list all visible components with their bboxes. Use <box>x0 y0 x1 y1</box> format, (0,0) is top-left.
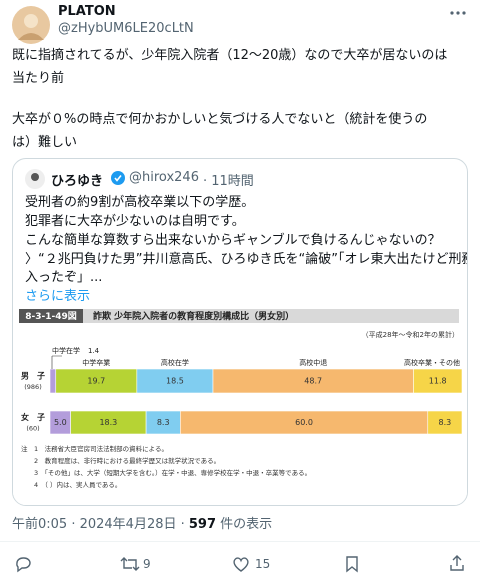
quote-text: 犯罪者に大卒が少ないのは自明です。 <box>25 214 245 229</box>
quote-text: 受刑者の約9割が高校卒業以下の学歴。 <box>25 195 255 210</box>
footnote: 3 「その他」は、大学（短期大学を含む。）在学・中退、専修学校在学・中退・卒業等… <box>21 468 311 477</box>
like-count: 15 <box>255 557 271 571</box>
bar-segment <box>55 368 138 394</box>
value-label: 5.0 <box>54 418 67 427</box>
tweet-text: 大卒が０%の時点で何かおかしいと気づける人でないと（統計を使うの <box>12 112 428 127</box>
view-count: 597 <box>188 517 217 532</box>
tweet-text: 当たり前 <box>12 71 65 86</box>
bar-segment <box>427 410 463 435</box>
quote-handle: @hirox246 <box>129 170 199 185</box>
more-menu[interactable] <box>448 6 468 20</box>
quote-time: · 11時間 <box>203 174 254 189</box>
verified-badge <box>111 171 125 185</box>
timestamp: 午前0:05 · 2024年4月28日 · 597 件の表示 <box>12 513 272 532</box>
chart-header <box>19 309 459 323</box>
divider <box>0 541 480 542</box>
bar-segment <box>413 368 463 394</box>
category-count: (60) <box>26 425 39 433</box>
value-label: 18.5 <box>166 377 184 386</box>
timestamp-text: 午前0:05 · 2024年4月28日 · <box>12 517 189 532</box>
figure-number-box <box>19 309 83 323</box>
views-label: 件の表示 <box>216 517 273 532</box>
footnote: 2 教育程度は、非行時における最終学歴又は就学状況である。 <box>21 456 220 465</box>
tweet-text: 既に指摘されてるが、少年院入院者（12〜20歳）なので大卒が居ないのは <box>12 48 448 63</box>
chart-period: （平成28年～令和2年の累計） <box>362 330 459 339</box>
footnote: 4 （ ）内は、実人員である。 <box>21 480 121 489</box>
author-handle[interactable]: @zHybUM6LE20cLtN <box>58 21 194 36</box>
leader-line <box>51 355 62 369</box>
quote-avatar <box>25 169 45 189</box>
value-label: 48.7 <box>304 377 322 386</box>
quote-text: 〉“２兆円負けた男”井川意高氏、ひろゆき氏を“論破”「オレ東大出たけど刑務所 <box>25 252 468 267</box>
value-label: 8.3 <box>439 418 452 427</box>
series-label: 高校在学 <box>161 358 189 367</box>
retweet-count: 9 <box>143 557 151 571</box>
value-label: 60.0 <box>295 418 313 427</box>
value-label: 19.7 <box>87 377 105 386</box>
bar-segment <box>212 368 414 394</box>
author-name[interactable]: PLATON <box>58 4 116 19</box>
series-label: 高校中退 <box>299 358 327 367</box>
like-button[interactable] <box>232 555 250 573</box>
category-label: 女 子 <box>21 412 45 422</box>
retweet-button[interactable] <box>120 555 140 573</box>
footnote: 注 1 法務省大臣官房司法法制部の資料による。 <box>21 444 168 453</box>
value-label: 11.8 <box>429 377 447 386</box>
category-count: (986) <box>24 383 41 391</box>
quote-card[interactable]: ひろゆき @hirox246 · 11時間 受刑者の約9割が高校卒業以下の学歴。… <box>12 158 468 506</box>
series-label: 中学在学 <box>52 346 80 355</box>
bar-segment <box>49 368 57 394</box>
quote-author: ひろゆき <box>51 174 104 189</box>
quote-text: 入ったぞ」... <box>25 270 103 285</box>
reply-button[interactable] <box>14 555 32 573</box>
series-label: 高校卒業・その他 <box>404 358 460 367</box>
chart-title: 詐欺 少年院入院者の教育程度別構成比（男女別） <box>93 310 294 322</box>
category-label: 男 子 <box>21 372 45 381</box>
bookmark-button[interactable] <box>344 555 360 573</box>
tweet-text: は）難しい <box>12 135 78 150</box>
show-more[interactable]: さらに表示 <box>25 289 91 304</box>
figure-number: 8-3-1-49図 <box>25 311 77 322</box>
share-button[interactable] <box>448 554 466 572</box>
value-label: 18.3 <box>99 418 117 427</box>
chart: 8-3-1-49図 詐欺 少年院入院者の教育程度別構成比（男女別） （平成28年… <box>13 301 467 505</box>
value-label: 1.4 <box>88 347 100 355</box>
avatar[interactable] <box>12 6 50 44</box>
value-label: 8.3 <box>157 418 170 427</box>
quote-text: こんな簡単な算数すら出来ないからギャンブルで負けるんじゃないの？ <box>25 233 441 248</box>
series-label: 中学卒業 <box>82 358 110 367</box>
